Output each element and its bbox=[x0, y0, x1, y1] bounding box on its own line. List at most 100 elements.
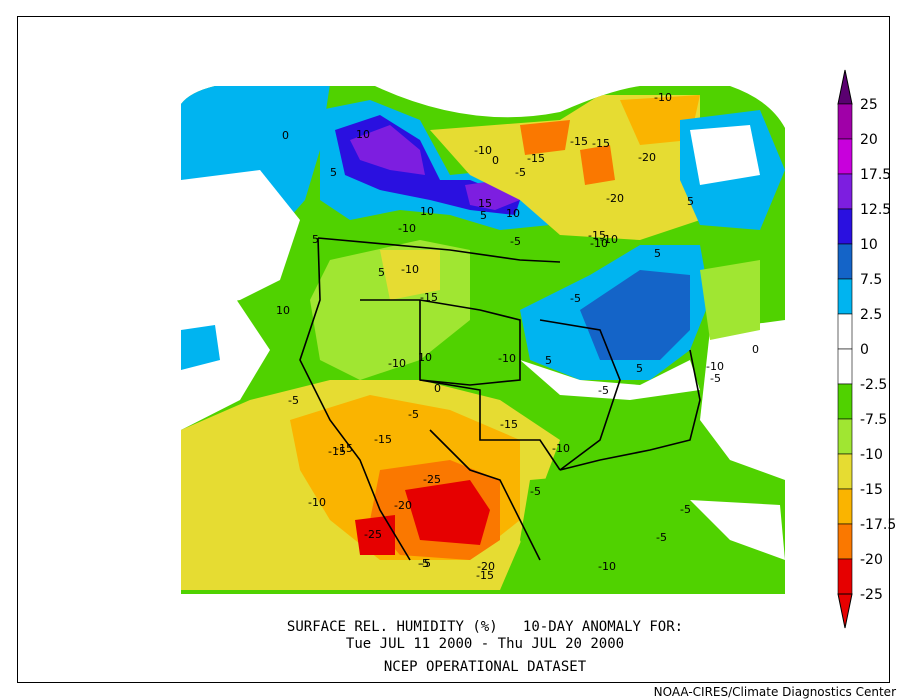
colorbar-swatch bbox=[837, 173, 853, 210]
contour-label: -25 bbox=[423, 473, 441, 486]
west-coast-line bbox=[299, 237, 411, 561]
colorbar-tick-label: -15 bbox=[860, 482, 883, 498]
colorbar-swatch bbox=[837, 418, 853, 455]
colorbar-swatch bbox=[837, 208, 853, 245]
contour-label: 10 bbox=[418, 351, 432, 364]
contour-label: -10 bbox=[474, 144, 492, 157]
montana-dry-region bbox=[380, 250, 440, 300]
quebec-neutral-region bbox=[690, 125, 760, 185]
contour-label: -5 bbox=[418, 557, 429, 570]
colorbar-tick-label: 7.5 bbox=[860, 272, 882, 288]
colorbar-tick-label: -7.5 bbox=[860, 412, 887, 428]
colorbar: 25 20 17.5 12.5 10 7.5 2.5 0 -2.5 -7.5 -10 -15 -17.5… bbox=[837, 69, 896, 629]
contour-label: 10 bbox=[506, 207, 520, 220]
contour-label: 5 bbox=[636, 362, 643, 375]
pacific-neutral-region-south bbox=[181, 280, 270, 430]
contour-label: 5 bbox=[330, 166, 337, 179]
borders bbox=[299, 237, 701, 561]
map-field bbox=[181, 86, 785, 594]
contour-label: -5 bbox=[656, 531, 667, 544]
contour-label: 5 bbox=[687, 195, 694, 208]
dataset-label: NCEP OPERATIONAL DATASET bbox=[383, 659, 587, 675]
contour-label: -25 bbox=[364, 528, 382, 541]
contour-label: -10 bbox=[398, 222, 416, 235]
contour-label: -5 bbox=[408, 408, 419, 421]
contour-label: -20 bbox=[606, 192, 624, 205]
hudson-dry-region bbox=[430, 95, 700, 240]
colorbar-tick-label: -25 bbox=[860, 587, 883, 603]
colorbar-tick-label: -20 bbox=[860, 552, 883, 568]
colorbar-swatch bbox=[837, 243, 853, 280]
colorbar-bottom-arrow bbox=[837, 593, 853, 629]
contour-label: 15 bbox=[478, 197, 492, 210]
colorbar-tick-label: 17.5 bbox=[860, 167, 891, 183]
colorbar-tick-label: 0 bbox=[860, 342, 869, 358]
contour-label: -5 bbox=[570, 292, 581, 305]
map-date-range: Tue JUL 11 2000 - Thu JUL 20 2000 bbox=[345, 636, 625, 652]
hudson-very-dry-patch bbox=[520, 120, 570, 155]
contour-label: -5 bbox=[515, 166, 526, 179]
contour-labels: 10 5 10 15 5 10 -10 -15 -5 -15 -20 -15 -… bbox=[276, 91, 759, 582]
mexico-border bbox=[429, 429, 541, 561]
hudson-very-dry-patch-2 bbox=[580, 145, 615, 185]
colorbar-tick-label: 10 bbox=[860, 237, 878, 253]
contour-label: -15 bbox=[592, 137, 610, 150]
colorbar-swatch bbox=[837, 383, 853, 420]
contour-label: -10 bbox=[600, 233, 618, 246]
contour-label: -10 bbox=[388, 357, 406, 370]
colorbar-swatch bbox=[837, 313, 853, 350]
contour-label: -15 bbox=[527, 152, 545, 165]
contour-label: -10 bbox=[498, 352, 516, 365]
contour-label: -15 bbox=[335, 442, 353, 455]
colorbar-tick-label: -17.5 bbox=[860, 517, 896, 533]
contour-label: -15 bbox=[420, 291, 438, 304]
contour-label: -5 bbox=[680, 503, 691, 516]
mexico-extreme-dry-region bbox=[405, 480, 490, 545]
contour-label: 10 bbox=[420, 205, 434, 218]
contour-label: 5 bbox=[654, 247, 661, 260]
colorbar-swatch bbox=[837, 453, 853, 490]
contour-label: 10 bbox=[356, 128, 370, 141]
contour-label: -10 bbox=[706, 360, 724, 373]
contour-label: -15 bbox=[476, 569, 494, 582]
colorbar-tick-label: -10 bbox=[860, 447, 883, 463]
east-borders bbox=[539, 319, 621, 471]
contour-label: -20 bbox=[477, 560, 495, 573]
contour-label: -15 bbox=[374, 433, 392, 446]
map-title: SURFACE REL. HUMIDITY (%) 10-DAY ANOMALY… bbox=[286, 619, 684, 635]
canada-us-border bbox=[317, 237, 561, 263]
contour-label: -10 bbox=[590, 237, 608, 250]
colorbar-tick-label: 2.5 bbox=[860, 307, 882, 323]
contour-label: -10 bbox=[598, 560, 616, 573]
contour-label: 10 bbox=[276, 304, 290, 317]
contour-label: -20 bbox=[394, 499, 412, 512]
colorbar-top-arrow bbox=[837, 69, 853, 105]
contour-label: 0 bbox=[434, 382, 441, 395]
colorbar-tick-label: 25 bbox=[860, 97, 878, 113]
contour-label: 0 bbox=[752, 343, 759, 356]
colorbar-tick-label: 12.5 bbox=[860, 202, 891, 218]
contour-label: -5 bbox=[420, 557, 431, 570]
colorbar-swatch bbox=[837, 488, 853, 525]
canada-max-moist-region bbox=[350, 125, 425, 175]
pacific-neutral-region bbox=[181, 170, 300, 310]
northeast-neutral-band bbox=[520, 360, 700, 400]
contour-label: 0 bbox=[492, 154, 499, 167]
contour-label: -10 bbox=[552, 442, 570, 455]
contour-label: -5 bbox=[710, 372, 721, 385]
gulf-region bbox=[520, 470, 785, 594]
colorbar-tick-label: -2.5 bbox=[860, 377, 887, 393]
pacific-moist-patch bbox=[181, 325, 220, 370]
colorbar-swatch bbox=[837, 558, 853, 595]
colorbar-swatch bbox=[837, 138, 853, 175]
atlantic-neutral-region bbox=[700, 320, 785, 480]
colorbar-swatch bbox=[837, 278, 853, 315]
northeast-very-moist-region bbox=[580, 270, 690, 360]
contour-label: 5 bbox=[480, 209, 487, 222]
contour-label: -15 bbox=[588, 229, 606, 242]
central-borders bbox=[419, 300, 561, 471]
contour-label: -15 bbox=[570, 135, 588, 148]
contour-label: -10 bbox=[654, 91, 672, 104]
map-frame bbox=[17, 16, 890, 683]
